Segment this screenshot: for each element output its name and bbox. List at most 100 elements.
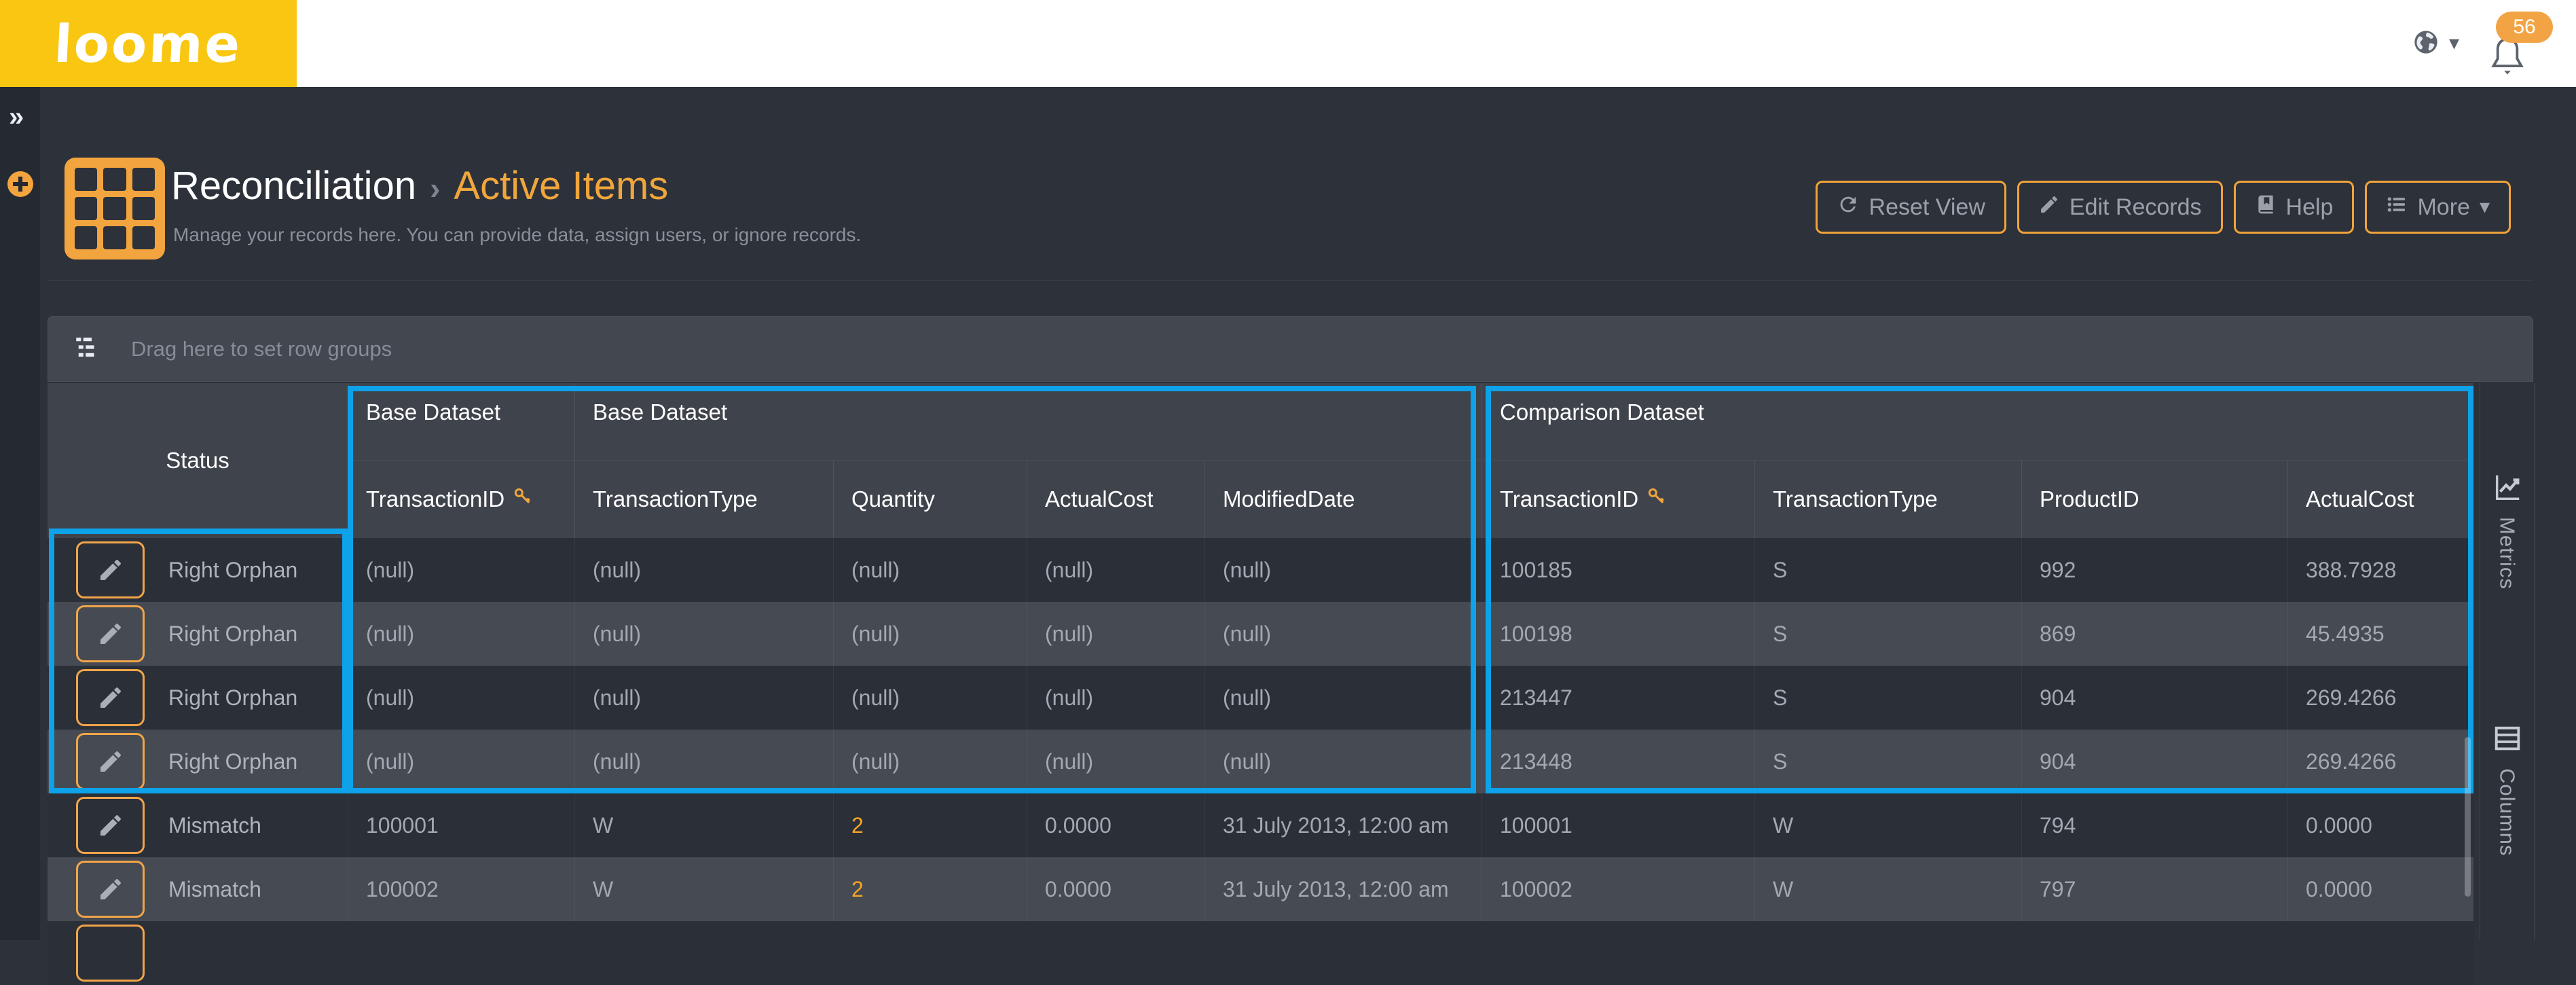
cell-base-transactionid: (null) (348, 602, 574, 666)
cell-comp-transactiontype: S (1754, 666, 2021, 730)
status-value: Right Orphan (168, 557, 298, 582)
column-label: TransactionID (1500, 486, 1639, 512)
column-header-base-transactiontype[interactable]: TransactionType (574, 461, 833, 538)
cell-base-transactionid: (null) (348, 666, 574, 730)
chevron-right-icon: › (430, 171, 441, 206)
status-value: Mismatch (168, 876, 261, 901)
notifications-button[interactable]: 56 (2484, 6, 2553, 82)
group-header-base-dataset-2[interactable]: Base Dataset (574, 383, 1482, 461)
table-row: Right Orphan (null) (null) (null) (null)… (48, 730, 2473, 793)
cell-comp-productid: 904 (2021, 666, 2287, 730)
edit-row-button[interactable] (76, 733, 145, 790)
loome-logo-text: loome (53, 13, 244, 74)
cell-base-actualcost: (null) (1027, 730, 1204, 793)
column-header-comp-productid[interactable]: ProductID (2021, 461, 2287, 538)
edit-row-button[interactable] (76, 605, 145, 662)
cell-base-quantity: (null) (833, 538, 1027, 602)
column-header-base-actualcost[interactable]: ActualCost (1027, 461, 1204, 538)
status-cell: Right Orphan (48, 538, 348, 602)
column-label: ProductID (2040, 486, 2139, 512)
table-icon (2492, 723, 2523, 757)
cell-base-transactiontype: (null) (574, 730, 833, 793)
cell-base-modifieddate: 31 July 2013, 12:00 am (1204, 793, 1482, 857)
cell-base-modifieddate: 31 July 2013, 12:00 am (1204, 857, 1482, 921)
table-row: Right Orphan (null) (null) (null) (null)… (48, 538, 2473, 602)
column-header-status[interactable]: Status (166, 448, 229, 473)
tab-columns[interactable]: Columns (2480, 723, 2534, 856)
grid-body: Right Orphan (null) (null) (null) (null)… (48, 538, 2473, 985)
more-label: More (2417, 194, 2470, 220)
add-icon[interactable] (7, 171, 33, 197)
edit-row-button[interactable] (76, 797, 145, 854)
edit-records-button[interactable]: Edit Records (2017, 181, 2223, 234)
cell-base-transactionid: 100002 (348, 857, 574, 921)
chart-icon (2492, 471, 2523, 506)
edit-row-button[interactable] (76, 541, 145, 598)
column-header-base-transactionid[interactable]: TransactionID (348, 461, 574, 538)
vertical-scrollbar[interactable] (2465, 737, 2471, 897)
cell-comp-actualcost: 45.4935 (2287, 602, 2473, 666)
sidebar-expand-icon[interactable]: » (9, 102, 24, 132)
grid-header: Status Base Dataset Base Dataset Compari… (48, 383, 2473, 538)
cell-base-quantity: 2 (833, 857, 1027, 921)
cell-base-transactionid: 100001 (348, 793, 574, 857)
key-icon (513, 486, 533, 512)
cell-comp-transactionid: 100002 (1482, 857, 1754, 921)
cell-comp-actualcost: 269.4266 (2287, 730, 2473, 793)
group-header-comparison-dataset[interactable]: Comparison Dataset (1482, 383, 2473, 461)
edit-row-button[interactable] (76, 669, 145, 726)
cell-base-modifieddate: (null) (1204, 602, 1482, 666)
table-row: Right Orphan (null) (null) (null) (null)… (48, 666, 2473, 730)
group-header-base-dataset-1[interactable]: Base Dataset (348, 383, 574, 461)
cell-base-quantity: (null) (833, 730, 1027, 793)
table-row-partial (48, 921, 2473, 985)
table-row: Mismatch 100001 W 2 0.0000 31 July 2013,… (48, 793, 2473, 857)
cell-comp-transactionid: 100198 (1482, 602, 1754, 666)
cell-comp-transactionid: 100185 (1482, 538, 1754, 602)
table-row: Mismatch 100002 W 2 0.0000 31 July 2013,… (48, 857, 2473, 921)
column-label: Quantity (851, 486, 935, 512)
status-cell: Right Orphan (48, 602, 348, 666)
cell-base-quantity: (null) (833, 666, 1027, 730)
cell-base-actualcost: (null) (1027, 538, 1204, 602)
status-value: Right Orphan (168, 621, 298, 646)
breadcrumb: Reconciliation › Active Items (171, 163, 668, 209)
loome-logo[interactable]: loome (0, 0, 297, 87)
refresh-icon (1837, 193, 1860, 222)
breadcrumb-parent[interactable]: Reconciliation (171, 164, 417, 208)
help-button[interactable]: Help (2233, 181, 2355, 234)
topbar-actions: ▾ 56 (2412, 0, 2553, 87)
column-header-comp-transactiontype[interactable]: TransactionType (1754, 461, 2021, 538)
row-group-list-icon (73, 333, 101, 365)
more-button[interactable]: More ▾ (2365, 181, 2511, 234)
pencil-icon (2038, 194, 2060, 221)
cell-comp-transactiontype: S (1754, 602, 2021, 666)
cell-base-transactiontype: W (574, 857, 833, 921)
page-subtitle: Manage your records here. You can provid… (173, 224, 862, 245)
tab-metrics[interactable]: Metrics (2480, 471, 2534, 590)
cell-comp-actualcost: 0.0000 (2287, 857, 2473, 921)
column-header-base-quantity[interactable]: Quantity (833, 461, 1027, 538)
cell-comp-actualcost: 388.7928 (2287, 538, 2473, 602)
cell-comp-productid: 797 (2021, 857, 2287, 921)
edit-row-button[interactable] (76, 861, 145, 918)
bell-icon (2488, 36, 2527, 82)
list-icon (2386, 194, 2408, 221)
cell-comp-actualcost: 269.4266 (2287, 666, 2473, 730)
column-header-base-modifieddate[interactable]: ModifiedDate (1204, 461, 1482, 538)
column-label: TransactionType (1773, 486, 1938, 512)
reset-view-button[interactable]: Reset View (1815, 181, 2006, 234)
edit-row-button[interactable] (76, 925, 145, 982)
chevron-down-icon: ▾ (2448, 32, 2459, 54)
notification-count-badge: 56 (2496, 12, 2553, 43)
language-selector[interactable]: ▾ (2412, 29, 2459, 59)
row-groups-dropzone[interactable]: Drag here to set row groups (48, 316, 2533, 382)
status-cell (48, 921, 348, 985)
column-header-comp-transactionid[interactable]: TransactionID (1482, 461, 1754, 538)
reset-view-label: Reset View (1869, 194, 1985, 220)
status-cell: Mismatch (48, 857, 348, 921)
cell-base-quantity: 2 (833, 793, 1027, 857)
tab-columns-label: Columns (2495, 768, 2520, 857)
column-header-comp-actualcost[interactable]: ActualCost (2287, 461, 2473, 538)
top-bar: loome ▾ 56 (0, 0, 2576, 87)
